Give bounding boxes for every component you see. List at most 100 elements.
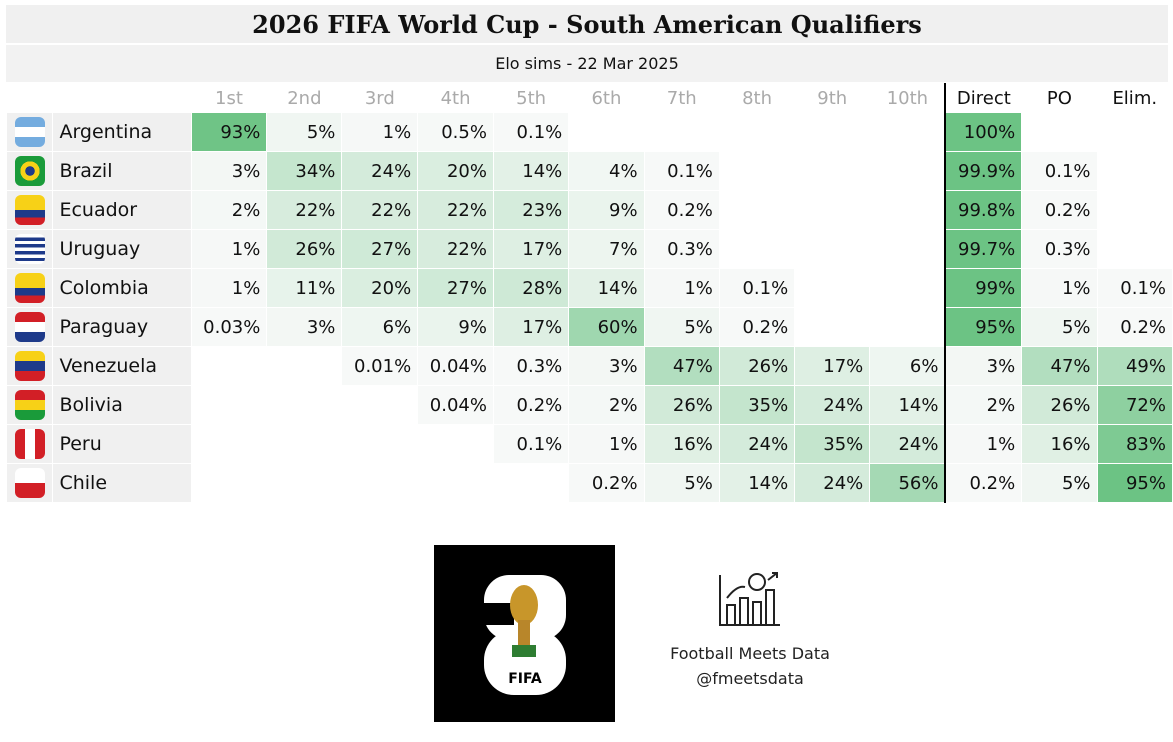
value-cell: 99.9% <box>944 151 1023 191</box>
table-row: Paraguay 0.03% 3% 6% 9% 17% 60% 5% 0.2% 95% 5% 0.2% <box>5 307 1173 347</box>
value-cell: 1% <box>1021 268 1098 308</box>
column-header: 3rd <box>341 83 419 113</box>
value-cell <box>266 463 343 503</box>
chile-flag-icon <box>14 468 45 498</box>
value-cell: 4% <box>568 151 645 191</box>
value-cell: 14% <box>492 151 570 191</box>
value-cell <box>341 463 419 503</box>
column-header: 4th <box>417 83 494 113</box>
value-cell <box>718 112 796 152</box>
column-header: 10th <box>869 83 946 113</box>
value-cell: 24% <box>869 424 946 464</box>
value-cell: 99% <box>944 268 1023 308</box>
value-cell: 1% <box>190 229 268 269</box>
uruguay-flag-icon <box>14 234 45 264</box>
probability-table: 1st 2nd 3rd 4th 5th 6th 7th 8th 9th 10th Direct PO E… <box>5 83 1173 503</box>
flag-cell <box>5 151 54 191</box>
table-row: Ecuador 2% 22% 22% 22% 23% 9% 0.2% 99.8% 0.2% <box>5 190 1173 230</box>
value-cell <box>190 346 268 386</box>
value-cell: 27% <box>417 268 494 308</box>
value-cell: 0.1% <box>1096 268 1173 308</box>
team-name: Uruguay <box>52 229 192 269</box>
value-cell: 24% <box>794 385 871 425</box>
value-cell: 1% <box>944 424 1023 464</box>
value-cell: 93% <box>190 112 268 152</box>
value-cell: 2% <box>190 190 268 230</box>
value-cell: 6% <box>869 346 946 386</box>
value-cell: 1% <box>568 424 645 464</box>
column-header: Elim. <box>1096 83 1173 113</box>
value-cell <box>718 190 796 230</box>
value-cell: 28% <box>492 268 570 308</box>
value-cell: 6% <box>341 307 419 347</box>
value-cell: 47% <box>1021 346 1098 386</box>
value-cell: 0.3% <box>643 229 720 269</box>
table-row: Venezuela 0.01% 0.04% 0.3% 3% 47% 26% 17% 6% 3% 47… <box>5 346 1173 386</box>
value-cell <box>869 229 946 269</box>
value-cell <box>794 151 871 191</box>
table-row: Colombia 1% 11% 20% 27% 28% 14% 1% 0.1% 99% 1% 0.1% <box>5 268 1173 308</box>
value-cell: 26% <box>266 229 343 269</box>
team-name: Chile <box>52 463 192 503</box>
value-cell <box>266 346 343 386</box>
value-cell <box>492 463 570 503</box>
fifa-logo-text: FIFA <box>508 671 542 687</box>
value-cell: 99.7% <box>944 229 1023 269</box>
column-header: PO <box>1021 83 1098 113</box>
colombia-flag-icon <box>14 273 45 303</box>
venezuela-flag-icon <box>14 351 45 381</box>
table-row: Chile 0.2% 5% 14% 24% 56% 0.2% 5% 95% <box>5 463 1173 503</box>
value-cell: 26% <box>1021 385 1098 425</box>
flag-cell <box>5 190 54 230</box>
value-cell: 0.1% <box>1021 151 1098 191</box>
value-cell: 22% <box>266 190 343 230</box>
flag-cell <box>5 385 54 425</box>
value-cell: 24% <box>718 424 796 464</box>
value-cell <box>266 385 343 425</box>
flag-cell <box>5 463 54 503</box>
value-cell: 95% <box>1096 463 1173 503</box>
value-cell: 0.1% <box>643 151 720 191</box>
value-cell <box>794 112 871 152</box>
table-row: Uruguay 1% 26% 27% 22% 17% 7% 0.3% 99.7% 0.3% <box>5 229 1173 269</box>
value-cell: 35% <box>794 424 871 464</box>
value-cell: 56% <box>869 463 946 503</box>
value-cell <box>1096 112 1173 152</box>
brazil-flag-icon <box>14 156 45 186</box>
value-cell <box>794 190 871 230</box>
value-cell: 0.2% <box>568 463 645 503</box>
value-cell: 0.3% <box>1021 229 1098 269</box>
fifa-2026-logo: FIFA <box>434 545 615 722</box>
value-cell: 3% <box>190 151 268 191</box>
value-cell: 17% <box>492 229 570 269</box>
flag-cell <box>5 229 54 269</box>
table-row: Bolivia 0.04% 0.2% 2% 26% 35% 24% 14% 2% 26% 72% <box>5 385 1173 425</box>
value-cell: 47% <box>643 346 720 386</box>
team-name: Venezuela <box>52 346 192 386</box>
value-cell: 17% <box>492 307 570 347</box>
value-cell: 11% <box>266 268 343 308</box>
column-header: 1st <box>190 83 268 113</box>
value-cell <box>869 268 946 308</box>
page-title: 2026 FIFA World Cup - South American Qua… <box>6 5 1168 43</box>
value-cell <box>1096 190 1173 230</box>
value-cell: 100% <box>944 112 1023 152</box>
argentina-flag-icon <box>14 117 45 147</box>
value-cell: 5% <box>643 463 720 503</box>
value-cell: 22% <box>417 190 494 230</box>
value-cell: 35% <box>718 385 796 425</box>
value-cell <box>794 307 871 347</box>
column-header: 7th <box>643 83 720 113</box>
value-cell: 0.04% <box>417 346 494 386</box>
value-cell <box>1096 151 1173 191</box>
bolivia-flag-icon <box>14 390 45 420</box>
value-cell: 0.2% <box>944 463 1023 503</box>
value-cell: 3% <box>944 346 1023 386</box>
value-cell: 0.5% <box>417 112 494 152</box>
value-cell: 14% <box>869 385 946 425</box>
value-cell <box>869 151 946 191</box>
value-cell <box>794 268 871 308</box>
value-cell: 26% <box>643 385 720 425</box>
value-cell: 1% <box>190 268 268 308</box>
value-cell: 5% <box>1021 307 1098 347</box>
